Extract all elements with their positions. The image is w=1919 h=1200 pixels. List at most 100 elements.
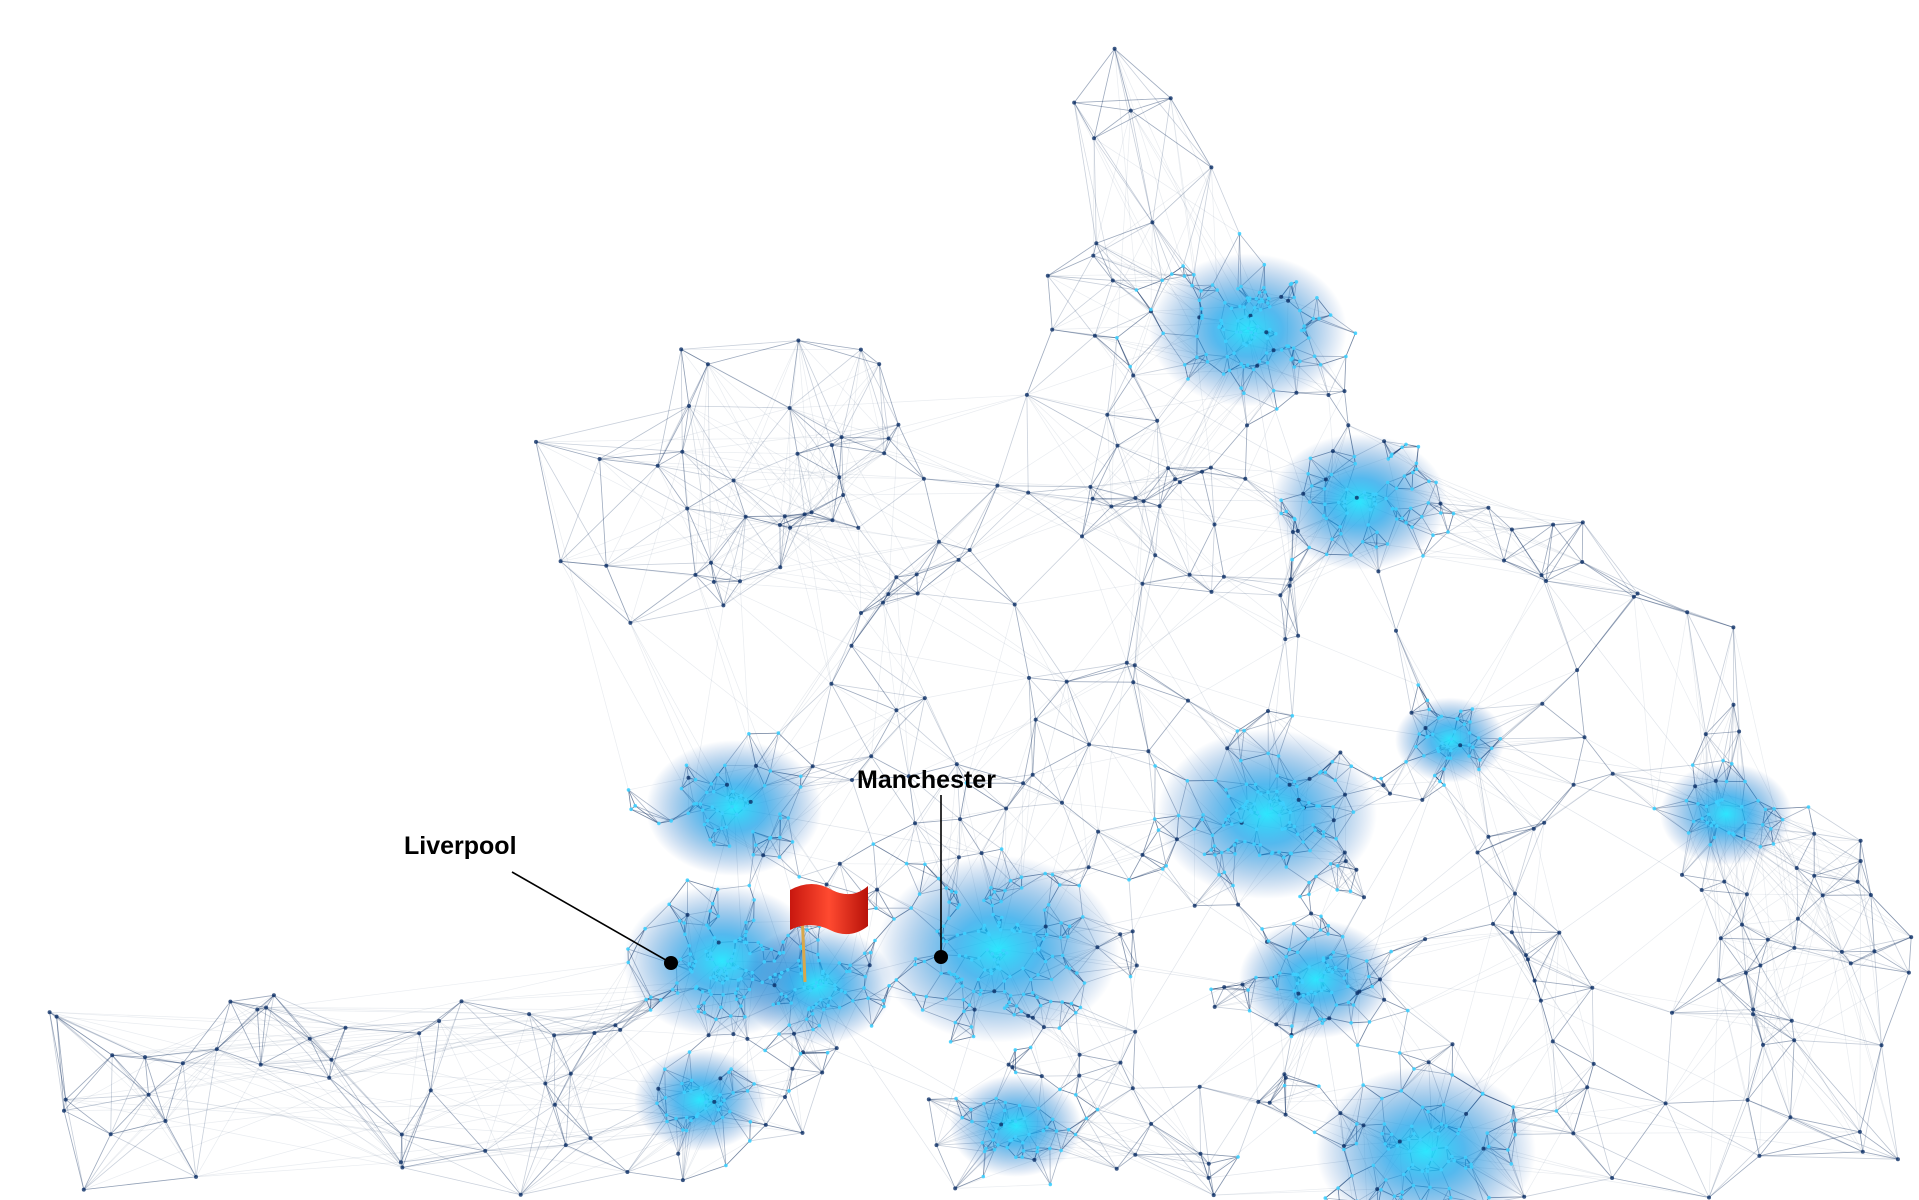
edge [832,395,1027,445]
edge [1209,1086,1319,1178]
edge [1790,1117,1860,1132]
edge [1573,1103,1665,1133]
edge [627,1172,683,1180]
edge [1478,853,1560,933]
edge [1027,395,1157,421]
edge [960,819,1002,849]
edge [1285,639,1292,716]
edge [261,1065,546,1084]
edge [689,406,790,408]
edge [536,442,561,561]
edge [166,1063,183,1121]
edge [658,466,688,509]
edge [1515,829,1534,894]
edge [331,1060,401,1162]
edge [1188,636,1298,701]
edge [1390,794,1422,800]
edge [1090,415,1107,487]
edge [798,454,805,515]
edge [111,1055,113,1134]
edge [600,459,711,563]
edge [1121,1032,1136,1063]
edge [858,528,861,613]
edge [778,684,831,733]
edge [1082,536,1127,662]
edge [1346,333,1356,356]
edge [1574,737,1585,784]
edge [331,1028,345,1060]
edge [64,995,274,1110]
edge [1127,584,1143,663]
edge [711,517,746,563]
edge [1129,880,1133,932]
edge [1137,966,1243,985]
edge [1742,925,1794,948]
edge [917,574,1067,681]
edge [909,698,925,776]
edge [785,350,861,517]
edge [1036,665,1135,719]
edge [1612,1178,1709,1198]
edge [1036,720,1089,745]
edge [803,1052,822,1072]
edge [840,864,865,896]
edge [561,561,779,733]
edge [766,1069,793,1125]
edge [1391,894,1515,952]
edge [1553,1041,1587,1087]
edge [1015,536,1082,604]
edge [695,575,740,581]
edge [1380,979,1541,1000]
edge [402,1151,485,1168]
edge [997,486,1155,556]
edge [1771,829,1911,937]
edge [1814,834,1871,895]
edge [889,439,924,479]
edge [1157,421,1168,468]
edge [1133,1088,1151,1124]
edge [1842,937,1911,952]
edge [1215,1007,1250,1011]
edge [1090,446,1117,487]
edge [57,1017,113,1056]
edge [1093,256,1136,290]
edge [1238,1102,1258,1157]
edge [896,577,909,776]
edge [1706,734,1732,764]
edge [1292,636,1298,716]
edge [861,603,883,613]
edge [734,341,799,481]
edge [1028,493,1082,537]
edge [1298,636,1418,685]
edge [630,452,682,623]
edge [1224,514,1281,577]
edge [1080,1055,1121,1063]
edge [1759,1117,1790,1156]
edge [1211,167,1239,233]
edge [66,1060,332,1100]
edge [217,1049,521,1195]
edge [852,577,897,646]
edge [1842,895,1871,952]
edge [1702,890,1721,938]
edge [1135,1154,1200,1155]
edge [401,1151,485,1162]
edge [1027,395,1028,493]
edge [1027,330,1052,395]
edge [1190,575,1286,639]
edge [1452,924,1493,1075]
edge [747,1034,779,1039]
edge [896,542,939,577]
edge [896,577,1066,681]
edge [1577,597,1634,670]
edge [957,720,1036,765]
edge [66,1100,111,1135]
edge [959,560,1015,605]
edge [1048,276,1095,336]
edge [682,452,797,454]
edge [1094,138,1239,234]
edge [1882,973,1909,1046]
edge [1709,1117,1790,1197]
edge [1151,222,1153,309]
edge [630,582,714,623]
